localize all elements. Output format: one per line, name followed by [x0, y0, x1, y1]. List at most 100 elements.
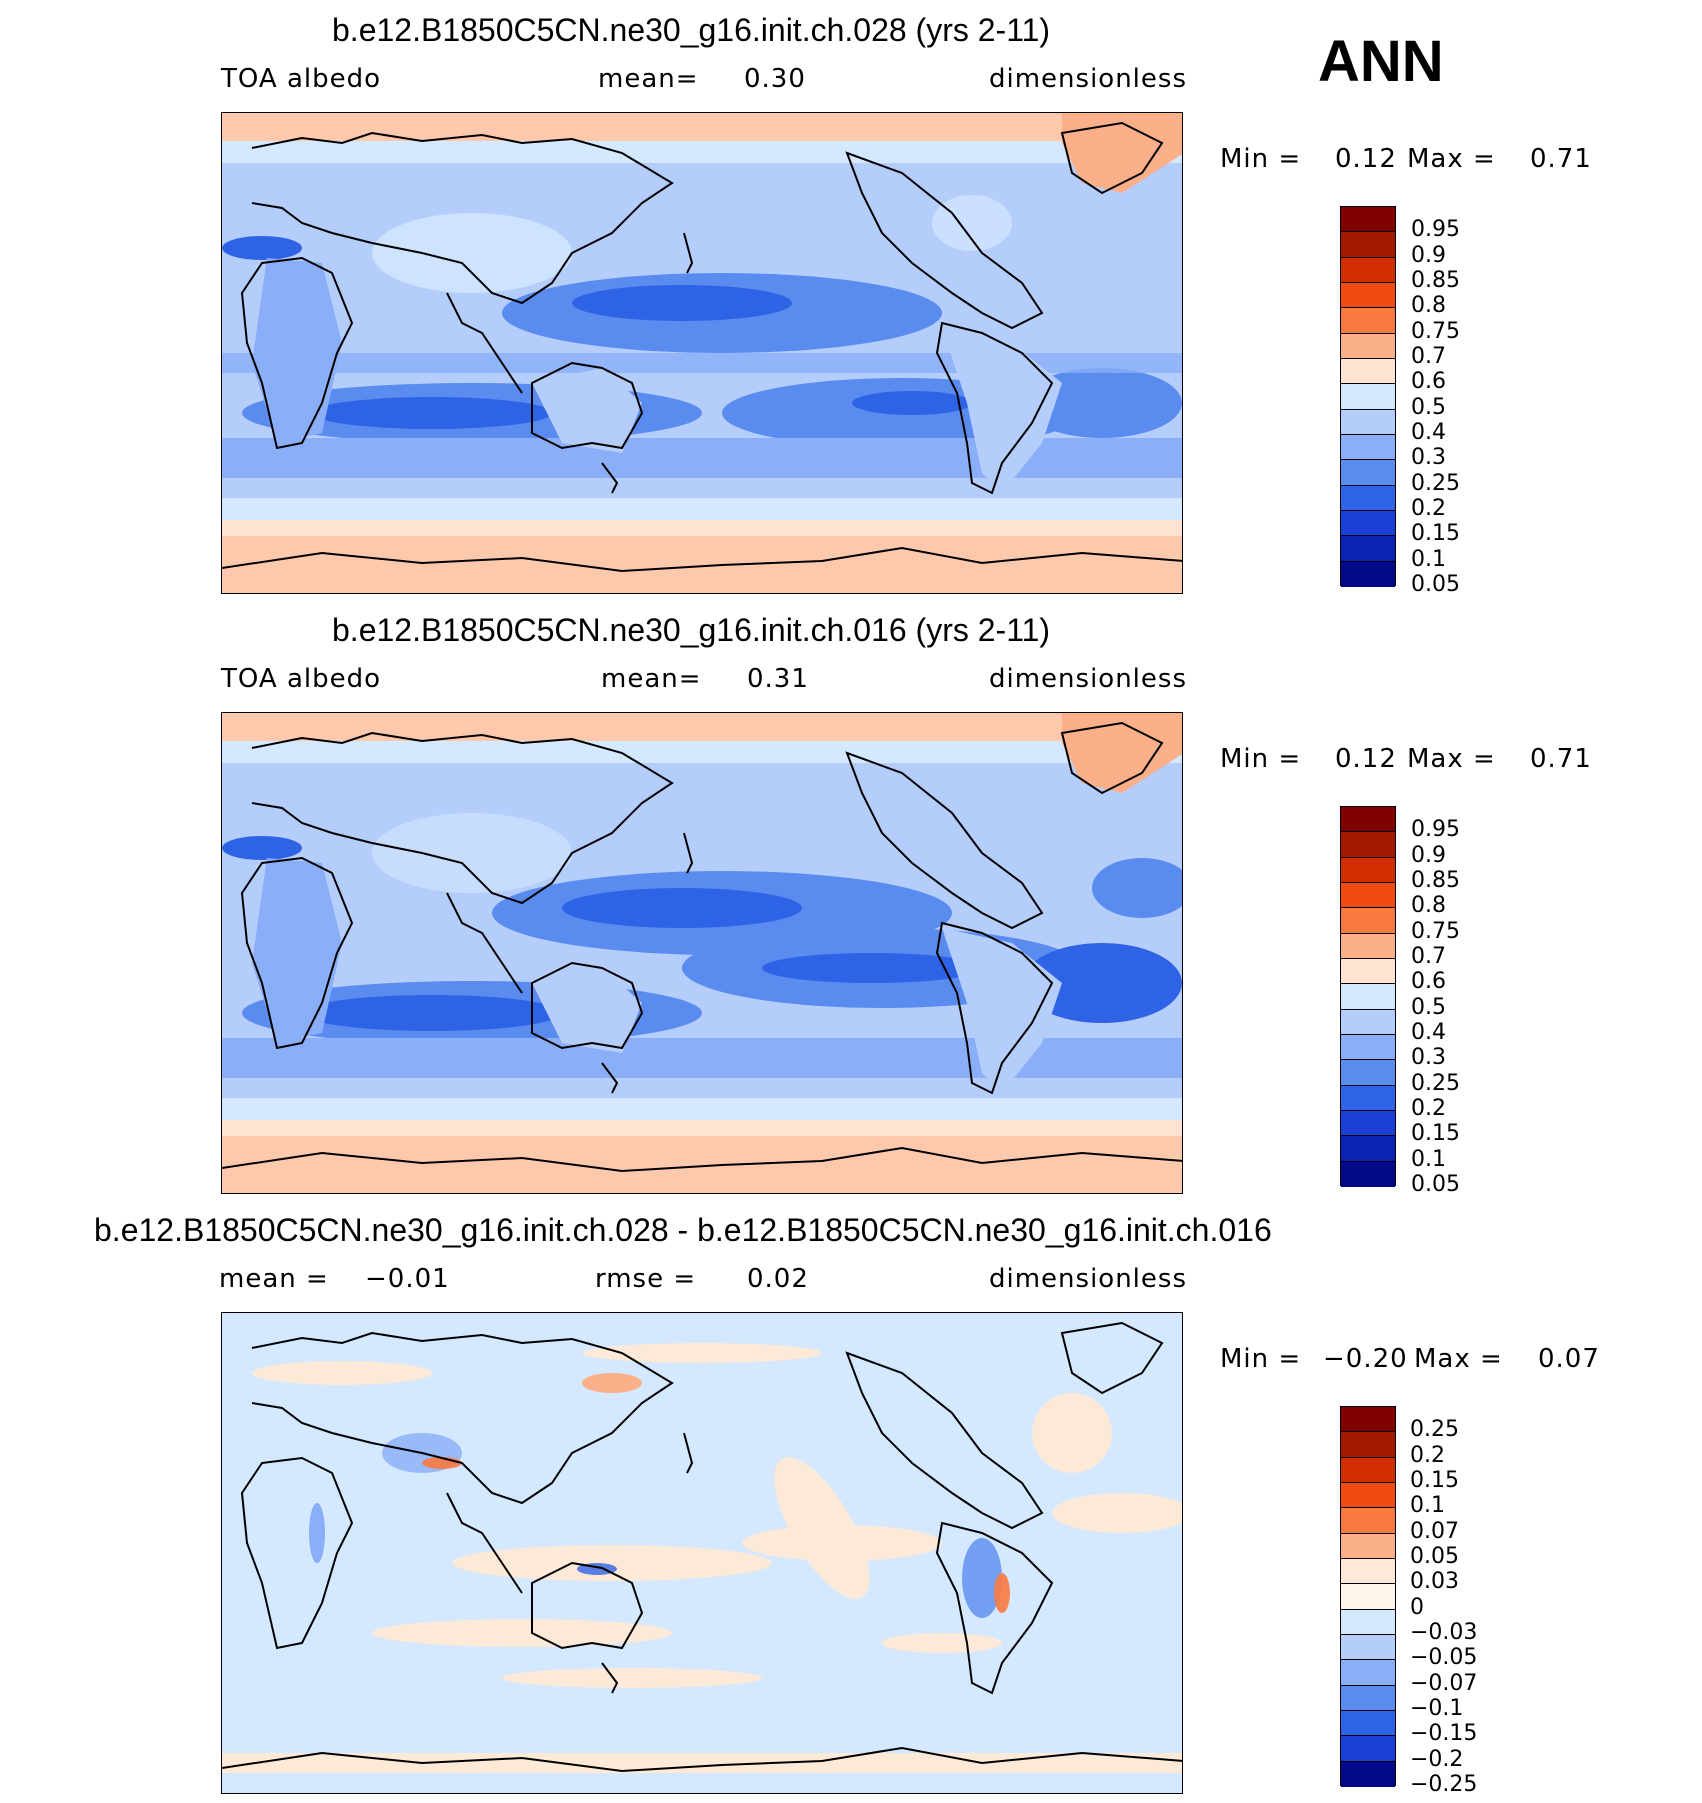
colorbar-swatch [1341, 1710, 1395, 1737]
colorbar-swatch [1341, 257, 1395, 283]
colorbar-tick-label: 0.9 [1411, 242, 1446, 268]
colorbar-swatch [1341, 933, 1395, 959]
colorbar-tick-label: 0.5 [1411, 394, 1446, 420]
colorbar-tick-label: 0.4 [1411, 1020, 1446, 1045]
colorbar-tick-label: −0.1 [1410, 1696, 1464, 1721]
colorbar-swatch [1341, 807, 1395, 833]
colorbar-tick-label: 0.8 [1411, 293, 1446, 319]
colorbar-swatch [1341, 1584, 1395, 1610]
colorbar-tick-label: 0.85 [1411, 268, 1460, 293]
colorbar-swatch [1341, 1685, 1395, 1711]
map-field [222, 713, 1182, 1193]
colorbar-swatch [1341, 1457, 1395, 1483]
difference-map [221, 1312, 1183, 1794]
colorbar-swatch [1341, 1085, 1395, 1111]
min-value: 0.12 [1335, 744, 1397, 774]
season-label: ANN [1318, 29, 1444, 94]
colorbar-tick-label: −0.07 [1410, 1670, 1478, 1696]
colorbar [1340, 1406, 1396, 1787]
colorbar-tick-label: 0.95 [1411, 217, 1460, 243]
colorbar-tick-label: 0.85 [1411, 868, 1460, 893]
colorbar-swatch [1341, 510, 1395, 537]
colorbar-tick-label: 0 [1410, 1594, 1424, 1620]
colorbar-tick-label: 0.25 [1411, 1070, 1460, 1096]
colorbar-swatch [1341, 1508, 1395, 1534]
mean-value: 0.30 [744, 64, 806, 94]
colorbar-tick-label: −0.03 [1410, 1620, 1478, 1645]
colorbar-swatch [1341, 882, 1395, 909]
colorbar-tick-label: 0.1 [1410, 1493, 1445, 1519]
albedo-map [221, 712, 1183, 1194]
colorbar-swatch [1341, 832, 1395, 858]
colorbar-tick-label: 0.15 [1411, 521, 1460, 547]
colorbar-tick-label: 0.9 [1411, 842, 1446, 868]
colorbar-swatch [1341, 1660, 1395, 1686]
colorbar-tick-label: 0.1 [1411, 546, 1446, 572]
colorbar-tick-label: 0.03 [1410, 1569, 1459, 1595]
max-value: 0.71 [1530, 144, 1592, 174]
colorbar-swatch [1341, 1136, 1395, 1162]
colorbar-swatch [1341, 984, 1395, 1010]
colorbar-tick-label: −0.2 [1410, 1746, 1464, 1772]
colorbar-swatch [1341, 1407, 1395, 1433]
variable-label: TOA albedo [221, 64, 382, 94]
units-label: dimensionless [989, 664, 1187, 694]
albedo-map [221, 112, 1183, 594]
colorbar-tick-label: 0.95 [1411, 817, 1460, 843]
colorbar-tick-label: 0.6 [1411, 969, 1446, 995]
colorbar-tick-label: 0.25 [1410, 1417, 1459, 1443]
colorbar-tick-label: −0.05 [1410, 1645, 1478, 1671]
colorbar-tick-label: 0.5 [1411, 994, 1446, 1020]
colorbar-swatch [1341, 536, 1395, 562]
colorbar-swatch [1341, 409, 1395, 435]
colorbar-swatch [1341, 460, 1395, 486]
colorbar-swatch [1341, 1558, 1395, 1585]
colorbar-swatch [1341, 1432, 1395, 1458]
colorbar-tick-label: 0.7 [1411, 944, 1446, 969]
colorbar-swatch [1341, 958, 1395, 985]
colorbar-tick-label: 0.75 [1411, 918, 1460, 944]
colorbar-tick-label: 0.75 [1411, 318, 1460, 344]
variable-label: TOA albedo [221, 664, 382, 694]
colorbar-tick-label: 0.15 [1410, 1468, 1459, 1493]
max-label: Max = [1407, 144, 1496, 174]
colorbar-tick-label: 0.15 [1411, 1121, 1460, 1147]
colorbar-swatch [1341, 1034, 1395, 1061]
colorbar-swatch [1341, 1609, 1395, 1635]
colorbar-swatch [1341, 333, 1395, 359]
colorbar-tick-label: 0.2 [1410, 1442, 1445, 1468]
mean-value: −0.01 [365, 1264, 450, 1294]
colorbar-swatch [1341, 1533, 1395, 1559]
colorbar-tick-label: 0.2 [1411, 496, 1446, 521]
colorbar-tick-label: 0.6 [1411, 369, 1446, 395]
min-value: 0.12 [1335, 144, 1397, 174]
colorbar-tick-label: 0.4 [1411, 420, 1446, 445]
panel-title: b.e12.B1850C5CN.ne30_g16.init.ch.028 (yr… [332, 12, 1051, 48]
max-label: Max = [1414, 1344, 1503, 1374]
colorbar-swatch [1341, 485, 1395, 511]
max-value: 0.07 [1538, 1344, 1600, 1374]
colorbar-tick-label: 0.05 [1411, 1172, 1460, 1197]
colorbar-swatch [1341, 561, 1395, 587]
mean-value: 0.31 [747, 664, 809, 694]
mean-label: mean= [598, 64, 699, 94]
units-label: dimensionless [989, 64, 1187, 94]
colorbar-swatch [1341, 1110, 1395, 1137]
colorbar-tick-label: 0.7 [1411, 344, 1446, 369]
colorbar [1340, 806, 1396, 1187]
colorbar-tick-label: 0.8 [1411, 893, 1446, 919]
map-field [222, 113, 1182, 593]
min-value: −0.20 [1323, 1344, 1408, 1374]
colorbar-tick-label: −0.15 [1410, 1721, 1478, 1747]
colorbar-swatch [1341, 308, 1395, 334]
min-label: Min = [1220, 1344, 1302, 1374]
colorbar-swatch [1341, 358, 1395, 385]
colorbar-tick-label: 0.05 [1411, 572, 1460, 597]
colorbar-tick-label: −0.25 [1410, 1772, 1478, 1797]
min-label: Min = [1220, 144, 1302, 174]
panel-title: b.e12.B1850C5CN.ne30_g16.init.ch.016 (yr… [332, 612, 1051, 648]
map-field [222, 1313, 1182, 1793]
colorbar [1340, 206, 1396, 587]
colorbar-swatch [1341, 282, 1395, 309]
colorbar-swatch [1341, 857, 1395, 883]
